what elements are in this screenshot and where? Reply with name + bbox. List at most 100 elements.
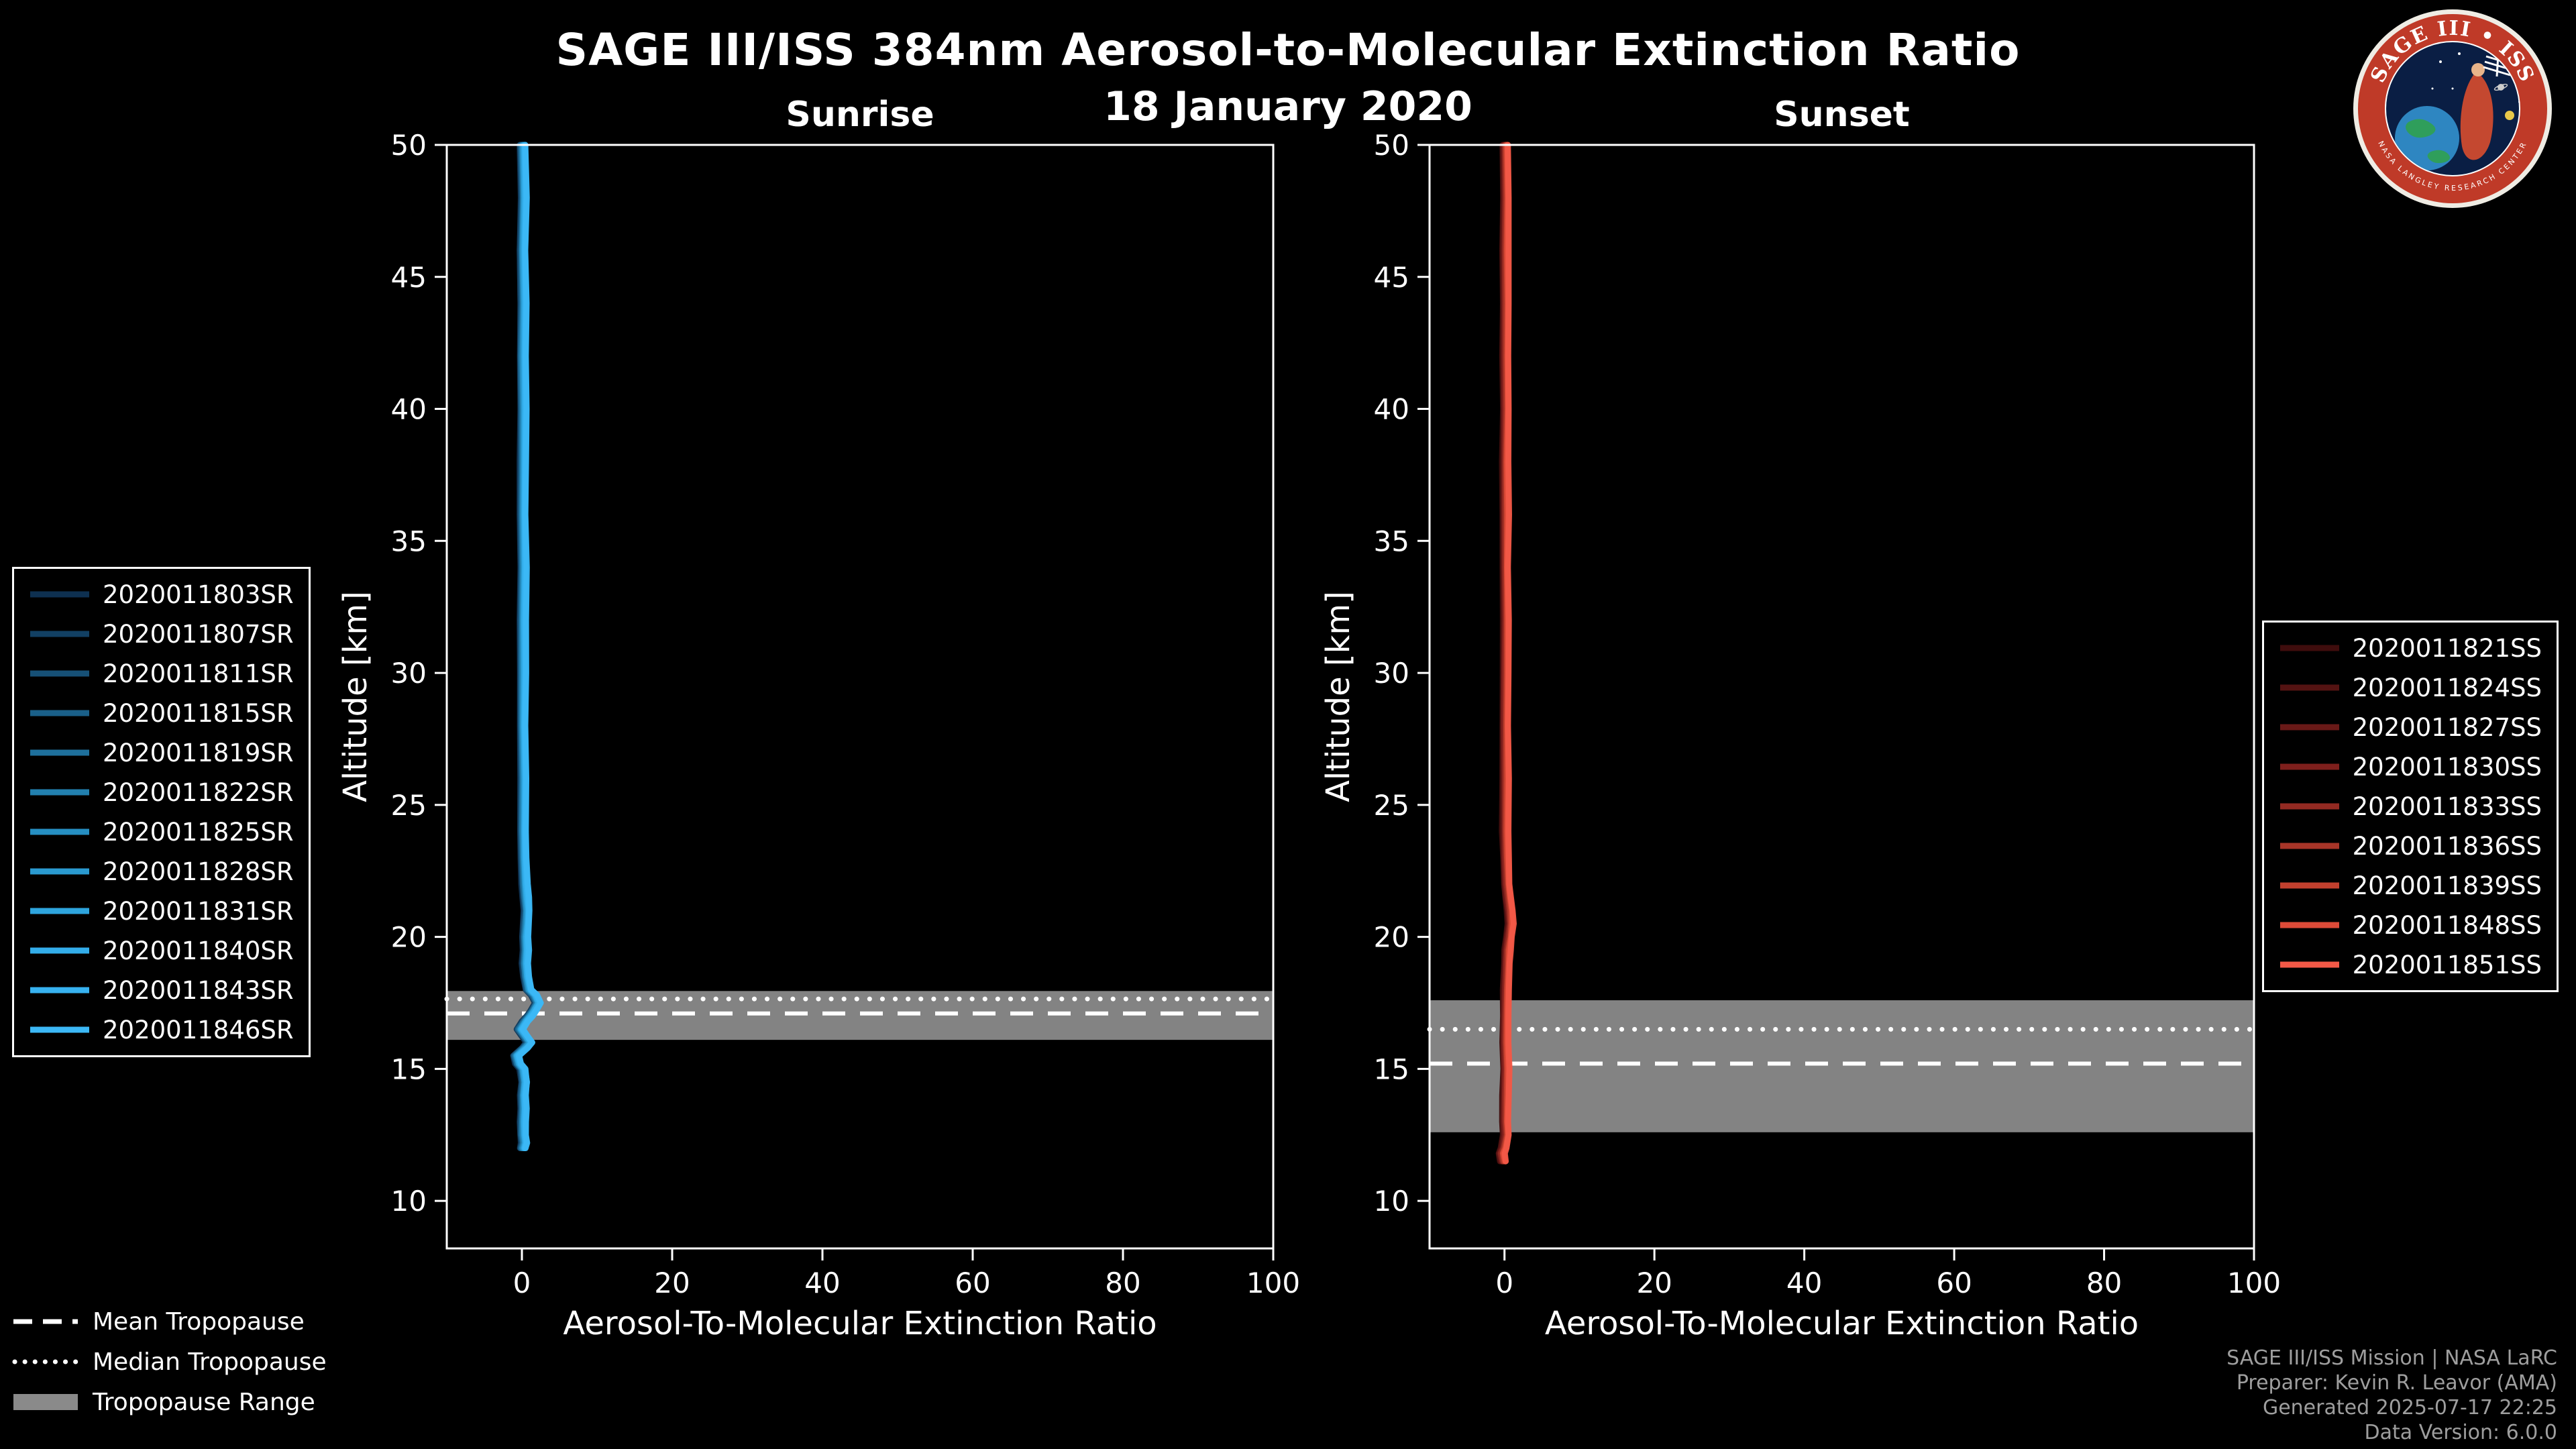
credits: SAGE III/ISS Mission | NASA LaRC Prepare… [2226, 1346, 2557, 1445]
y-tick-label: 10 [1374, 1185, 1409, 1218]
legend-label: 2020011833SS [2352, 792, 2542, 821]
y-tick-label: 25 [1374, 789, 1409, 822]
legend-label: 2020011825SR [103, 817, 294, 847]
legend-line-swatch [30, 631, 89, 637]
legend-line-swatch [30, 749, 89, 756]
legend-line-swatch [2279, 684, 2339, 691]
plot-frame [445, 144, 1275, 1250]
tropopause-legend: Mean Tropopause Median Tropopause Tropop… [12, 1307, 327, 1417]
legend-line-swatch [30, 908, 89, 914]
legend-label: 2020011836SS [2352, 831, 2542, 861]
x-tick-label: 100 [2227, 1267, 2281, 1299]
legend-line-swatch [30, 591, 89, 598]
y-tick-label: 35 [391, 525, 427, 557]
robed-figure [2460, 72, 2493, 160]
y-axis-label: Altitude [km] [1320, 591, 1357, 802]
x-tick-label: 80 [2086, 1267, 2122, 1299]
legend-label: 2020011822SR [103, 777, 294, 807]
moon-icon [2505, 111, 2514, 120]
panel-title-sunset: Sunset [1774, 95, 1910, 135]
legend-label: 2020011819SR [103, 738, 294, 767]
credit-line-mission: SAGE III/ISS Mission | NASA LaRC [2226, 1346, 2557, 1370]
figure-title: SAGE III/ISS 384nm Aerosol-to-Molecular … [555, 24, 2021, 76]
mean-tropopause-legend-item: Mean Tropopause [12, 1307, 327, 1336]
legend-line-swatch [2279, 961, 2339, 968]
y-tick-label: 40 [1374, 393, 1409, 426]
legend-entry: 2020011828SR [29, 857, 294, 886]
legend-line-swatch [2279, 763, 2339, 770]
y-tick-label: 15 [1374, 1053, 1409, 1085]
credit-line-generated: Generated 2025-07-17 22:25 [2262, 1396, 2557, 1419]
legend-line-swatch [30, 789, 89, 796]
legend-label: 2020011843SR [103, 975, 294, 1005]
x-tick-label: 60 [1936, 1267, 1972, 1299]
legend-entry: 2020011836SS [2279, 831, 2542, 861]
credit-line-preparer: Preparer: Kevin R. Leavor (AMA) [2236, 1371, 2557, 1395]
y-tick-label: 25 [391, 789, 427, 822]
profile-line-2020011851SS [1501, 142, 1517, 1165]
legend-line-swatch [2279, 724, 2339, 731]
legend-entry: 2020011822SR [29, 777, 294, 807]
x-axis-label: Aerosol-To-Molecular Extinction Ratio [1545, 1305, 2139, 1342]
y-tick-label: 45 [391, 261, 427, 294]
x-tick-label: 100 [1246, 1267, 1300, 1299]
sunset-legend: 2020011821SS 2020011824SS 2020011827SS 2020… [2261, 621, 2559, 992]
legend-line-swatch [30, 710, 89, 716]
x-tick-label: 20 [654, 1267, 690, 1299]
legend-entry: 2020011843SR [29, 975, 294, 1005]
x-tick-label: 20 [1636, 1267, 1672, 1299]
legend-entry: 2020011811SR [29, 659, 294, 688]
x-tick-label: 40 [804, 1267, 840, 1299]
legend-label: 2020011824SS [2352, 673, 2542, 702]
y-tick-label: 15 [391, 1053, 427, 1085]
y-tick-label: 50 [1374, 129, 1409, 162]
legend-line-swatch [2279, 922, 2339, 928]
legend-entry: 2020011840SR [29, 936, 294, 965]
legend-entry: 2020011807SR [29, 619, 294, 649]
x-tick-label: 0 [1495, 1267, 1513, 1299]
earth-land [2427, 150, 2450, 164]
legend-line-swatch [30, 987, 89, 994]
legend-entry: 2020011824SS [2279, 673, 2542, 702]
profile-line-2020011846SR [516, 142, 544, 1151]
x-tick-label: 40 [1786, 1267, 1822, 1299]
legend-entry: 2020011846SR [29, 1015, 294, 1044]
gray-band-swatch [13, 1394, 78, 1410]
legend-line-swatch [30, 828, 89, 835]
legend-entry: 2020011821SS [2279, 633, 2542, 663]
legend-entry: 2020011848SS [2279, 910, 2542, 940]
legend-entry: 2020011831SR [29, 896, 294, 926]
legend-line-swatch [30, 947, 89, 954]
y-tick-label: 45 [1374, 261, 1409, 294]
sage-iss-logo: SAGE III • ISS NASA LANGLEY RESEARCH CEN… [2353, 9, 2552, 208]
legend-label: 2020011807SR [103, 619, 294, 649]
median-tropopause-label: Median Tropopause [93, 1348, 327, 1376]
legend-entry: 2020011827SS [2279, 712, 2542, 742]
legend-label: 2020011803SR [103, 580, 294, 609]
legend-entry: 2020011815SR [29, 698, 294, 728]
plot-frame [1428, 144, 2255, 1250]
median-tropopause-legend-item: Median Tropopause [12, 1347, 327, 1377]
legend-label: 2020011846SR [103, 1015, 294, 1044]
y-tick-label: 40 [391, 393, 427, 426]
legend-label: 2020011811SR [103, 659, 294, 688]
x-tick-label: 0 [513, 1267, 531, 1299]
legend-entry: 2020011839SS [2279, 871, 2542, 900]
legend-line-swatch [2279, 882, 2339, 889]
mean-tropopause-label: Mean Tropopause [93, 1307, 305, 1336]
x-tick-label: 60 [955, 1267, 990, 1299]
x-axis-label: Aerosol-To-Molecular Extinction Ratio [563, 1305, 1157, 1342]
legend-label: 2020011848SS [2352, 910, 2542, 940]
legend-entry: 2020011851SS [2279, 950, 2542, 979]
legend-label: 2020011828SR [103, 857, 294, 886]
legend-line-swatch [30, 670, 89, 677]
legend-label: 2020011815SR [103, 698, 294, 728]
legend-line-swatch [2279, 843, 2339, 849]
y-tick-label: 30 [1374, 657, 1409, 690]
legend-entry: 2020011833SS [2279, 792, 2542, 821]
tropopause-range-legend-item: Tropopause Range [12, 1387, 327, 1417]
legend-label: 2020011831SR [103, 896, 294, 926]
x-tick-label: 80 [1105, 1267, 1140, 1299]
